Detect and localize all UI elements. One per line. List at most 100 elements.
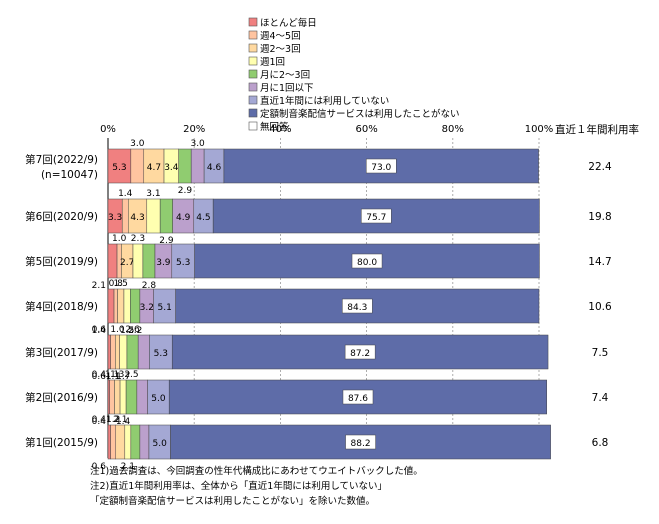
footnote-3: 「定額制音楽配信サービスは利用したことがない」を除いた数値。 bbox=[90, 495, 375, 507]
bar-rows: 第7回(2022/9) (n=10047) 5.3 3.0 4.7 3.4 2.9 3.0 4.… bbox=[25, 139, 612, 472]
bar-segment bbox=[107, 424, 111, 460]
bar-segment bbox=[132, 243, 144, 279]
recent-usage-rate-value: 14.7 bbox=[588, 256, 611, 268]
data-label: 3.2 bbox=[140, 303, 154, 313]
data-label-box bbox=[345, 434, 376, 450]
data-label: 75.7 bbox=[366, 213, 386, 223]
data-label: 1.0 bbox=[112, 234, 127, 244]
bar-segment bbox=[130, 424, 141, 460]
data-label: 0.4 bbox=[92, 415, 107, 425]
bar-segment bbox=[107, 379, 110, 415]
recent-usage-rate-value: 22.4 bbox=[588, 161, 612, 173]
bar-segment bbox=[139, 424, 150, 460]
data-label: 3.0 bbox=[190, 139, 205, 149]
category-label: 第7回(2022/9) bbox=[25, 153, 98, 166]
recent-usage-rate-value: 10.6 bbox=[588, 301, 612, 313]
legend-label: 定額制音楽配信サービスは利用したことがない bbox=[260, 108, 460, 120]
legend-swatch bbox=[248, 108, 258, 118]
data-label: 5.0 bbox=[151, 394, 166, 404]
bar-segment bbox=[109, 379, 115, 415]
data-label: 87.6 bbox=[348, 394, 368, 404]
data-label: 5.1 bbox=[158, 303, 172, 313]
x-tick-label: 20% bbox=[183, 124, 205, 135]
x-tick-label: 0% bbox=[100, 124, 116, 135]
data-label: 1.2 bbox=[106, 415, 120, 425]
data-label: 2.1 bbox=[121, 462, 135, 472]
data-label: 87.2 bbox=[350, 349, 370, 359]
legend-swatch bbox=[248, 17, 258, 27]
recent-usage-rate-value: 6.8 bbox=[592, 437, 609, 449]
bar-segment bbox=[142, 243, 156, 279]
bar-segment bbox=[107, 288, 115, 324]
data-label: 1.5 bbox=[120, 326, 134, 336]
data-label: 2.2 bbox=[128, 326, 142, 336]
data-label: 1.3 bbox=[110, 370, 124, 380]
bar-segment bbox=[130, 288, 141, 324]
data-label-box bbox=[351, 253, 383, 269]
legend-swatch bbox=[248, 69, 258, 79]
bar-segment bbox=[117, 288, 125, 324]
legend-swatch bbox=[248, 95, 258, 105]
data-label: 2.8 bbox=[142, 281, 157, 291]
category-label: 第2回(2016/9) bbox=[25, 391, 98, 404]
data-label: 5.0 bbox=[153, 439, 168, 449]
data-label: 1.4 bbox=[118, 189, 133, 199]
data-label: 1.4 bbox=[116, 417, 131, 427]
data-label: 1.1 bbox=[106, 372, 120, 382]
data-label-box bbox=[361, 208, 392, 224]
data-label: 5.3 bbox=[112, 163, 126, 173]
bar-segment bbox=[126, 334, 139, 370]
data-label: 2.7 bbox=[120, 258, 134, 268]
bar-segment bbox=[159, 198, 173, 234]
category-sublabel: (n=10047) bbox=[41, 169, 98, 181]
data-label: 88.2 bbox=[351, 439, 371, 449]
bar-segment bbox=[110, 334, 116, 370]
data-label: 3.9 bbox=[156, 258, 171, 268]
category-label: 第3回(2017/9) bbox=[25, 346, 98, 359]
data-label: 1.5 bbox=[114, 279, 128, 289]
bar-segment bbox=[146, 198, 161, 234]
data-label: 4.3 bbox=[130, 213, 144, 223]
data-label: 5.3 bbox=[176, 258, 190, 268]
category-label: 第4回(2018/9) bbox=[25, 300, 98, 313]
data-label: 3.0 bbox=[130, 139, 145, 149]
data-label: 3.1 bbox=[146, 189, 160, 199]
legend-label: 月に2～3回 bbox=[260, 70, 310, 81]
data-label: 2.1 bbox=[113, 415, 127, 425]
legend-label: 週2～3回 bbox=[260, 43, 301, 55]
bar-segment bbox=[107, 243, 118, 279]
legend-swatch bbox=[248, 56, 258, 66]
data-label: 1.7 bbox=[116, 372, 130, 382]
data-label: 2.9 bbox=[178, 186, 193, 196]
bar-segment bbox=[136, 379, 148, 415]
legend-swatch bbox=[248, 82, 258, 92]
legend-label: ほとんど毎日 bbox=[260, 17, 317, 29]
category-label: 第5回(2019/9) bbox=[25, 255, 98, 268]
legend-label: 無回答 bbox=[260, 121, 289, 133]
data-label: 0.8 bbox=[109, 279, 124, 289]
legend-swatch bbox=[248, 30, 258, 40]
recent-usage-rate-value: 7.4 bbox=[592, 392, 609, 404]
bar-segment bbox=[123, 288, 131, 324]
recent-usage-rate-value: 19.8 bbox=[588, 211, 611, 223]
bar-segment bbox=[110, 424, 117, 460]
legend-label: 週1回 bbox=[260, 56, 285, 68]
data-label: 4.5 bbox=[196, 213, 210, 223]
legend-label: 週4～5回 bbox=[260, 30, 301, 42]
bar-segment bbox=[107, 334, 111, 370]
bar-segment bbox=[119, 379, 127, 415]
data-label: 4.7 bbox=[147, 163, 161, 173]
data-label: 2.3 bbox=[131, 234, 145, 244]
data-label: 0.4 bbox=[92, 417, 107, 427]
data-label: 3.4 bbox=[164, 163, 179, 173]
bar-segment bbox=[119, 334, 128, 370]
bar-segment bbox=[125, 379, 138, 415]
data-label: 1.1 bbox=[105, 370, 119, 380]
data-label: 0.6 bbox=[92, 462, 107, 472]
recent-usage-rate-header: 直近１年間利用率 bbox=[555, 123, 639, 136]
bar-segment bbox=[223, 148, 539, 184]
bar-segment bbox=[115, 334, 120, 370]
data-label: 3.3 bbox=[108, 213, 122, 223]
bar-segment bbox=[137, 334, 150, 370]
